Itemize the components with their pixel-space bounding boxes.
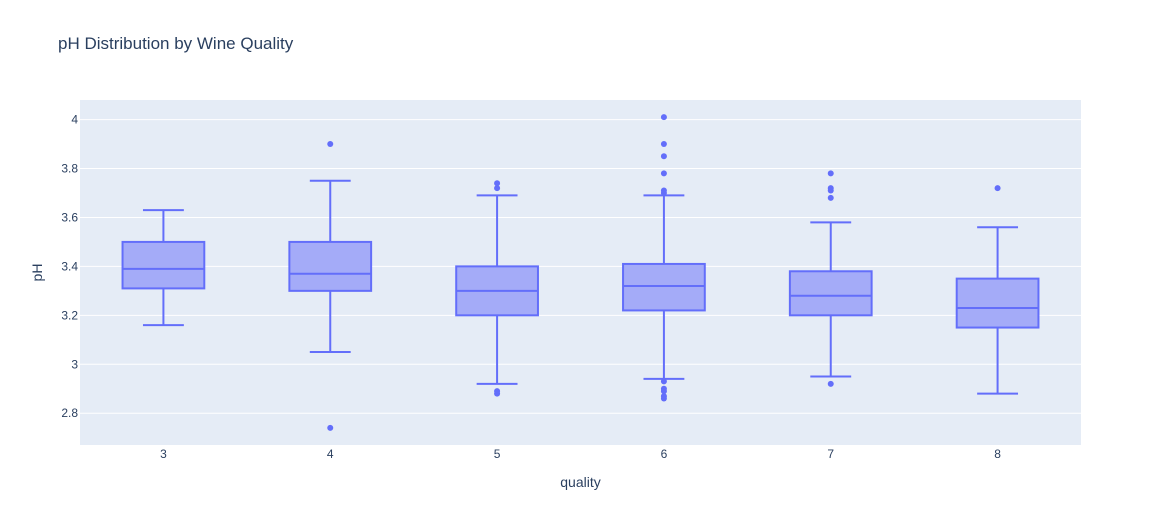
outlier-point: [494, 390, 501, 397]
outlier-point: [494, 180, 501, 187]
x-axis-title: quality: [560, 474, 600, 490]
y-tick-label: 3.2: [61, 308, 78, 322]
boxes: [121, 114, 1040, 431]
x-tick-label: 3: [160, 447, 167, 461]
plot-area: [80, 100, 1081, 445]
outlier-point: [660, 395, 667, 402]
box-group: [121, 209, 206, 327]
y-tick-label: 4: [71, 113, 78, 127]
iqr-box: [121, 240, 206, 290]
y-axis-title: pH: [29, 264, 45, 282]
y-tick-label: 2.8: [61, 406, 78, 420]
box-group: [788, 170, 873, 387]
y-axis-ticks: 2.8 3 3.2 3.4 3.6 3.8 4: [61, 113, 78, 421]
outlier-point: [827, 170, 834, 177]
y-tick-label: 3: [71, 357, 78, 371]
outlier-point: [660, 170, 667, 177]
outlier-point: [327, 424, 334, 431]
outlier-point: [994, 185, 1001, 192]
x-tick-label: 6: [661, 447, 668, 461]
outlier-point: [660, 189, 667, 196]
outlier-point: [327, 141, 334, 148]
outlier-point: [660, 153, 667, 160]
box-group: [622, 114, 706, 402]
iqr-box: [288, 240, 373, 292]
x-axis-ticks: 3 4 5 6 7 8: [160, 447, 1001, 461]
outlier-point: [660, 114, 667, 121]
x-tick-label: 5: [494, 447, 501, 461]
box-group: [455, 180, 539, 397]
iqr-box: [622, 262, 706, 312]
y-tick-label: 3.8: [61, 162, 78, 176]
x-tick-label: 7: [827, 447, 834, 461]
outlier-point: [494, 185, 501, 192]
outlier-point: [660, 141, 667, 148]
y-tick-label: 3.6: [61, 210, 78, 224]
outlier-point: [660, 388, 667, 395]
grid-lines: [80, 119, 1081, 414]
outlier-point: [660, 378, 667, 385]
outlier-point: [827, 380, 834, 387]
iqr-box: [788, 270, 873, 317]
y-tick-label: 3.4: [61, 259, 78, 273]
outlier-point: [827, 185, 834, 192]
box-group: [288, 141, 373, 431]
box-group: [955, 185, 1040, 395]
x-tick-label: 8: [994, 447, 1001, 461]
iqr-box: [955, 277, 1040, 329]
x-tick-label: 4: [327, 447, 334, 461]
outlier-point: [827, 194, 834, 201]
chart-title: pH Distribution by Wine Quality: [58, 34, 294, 53]
